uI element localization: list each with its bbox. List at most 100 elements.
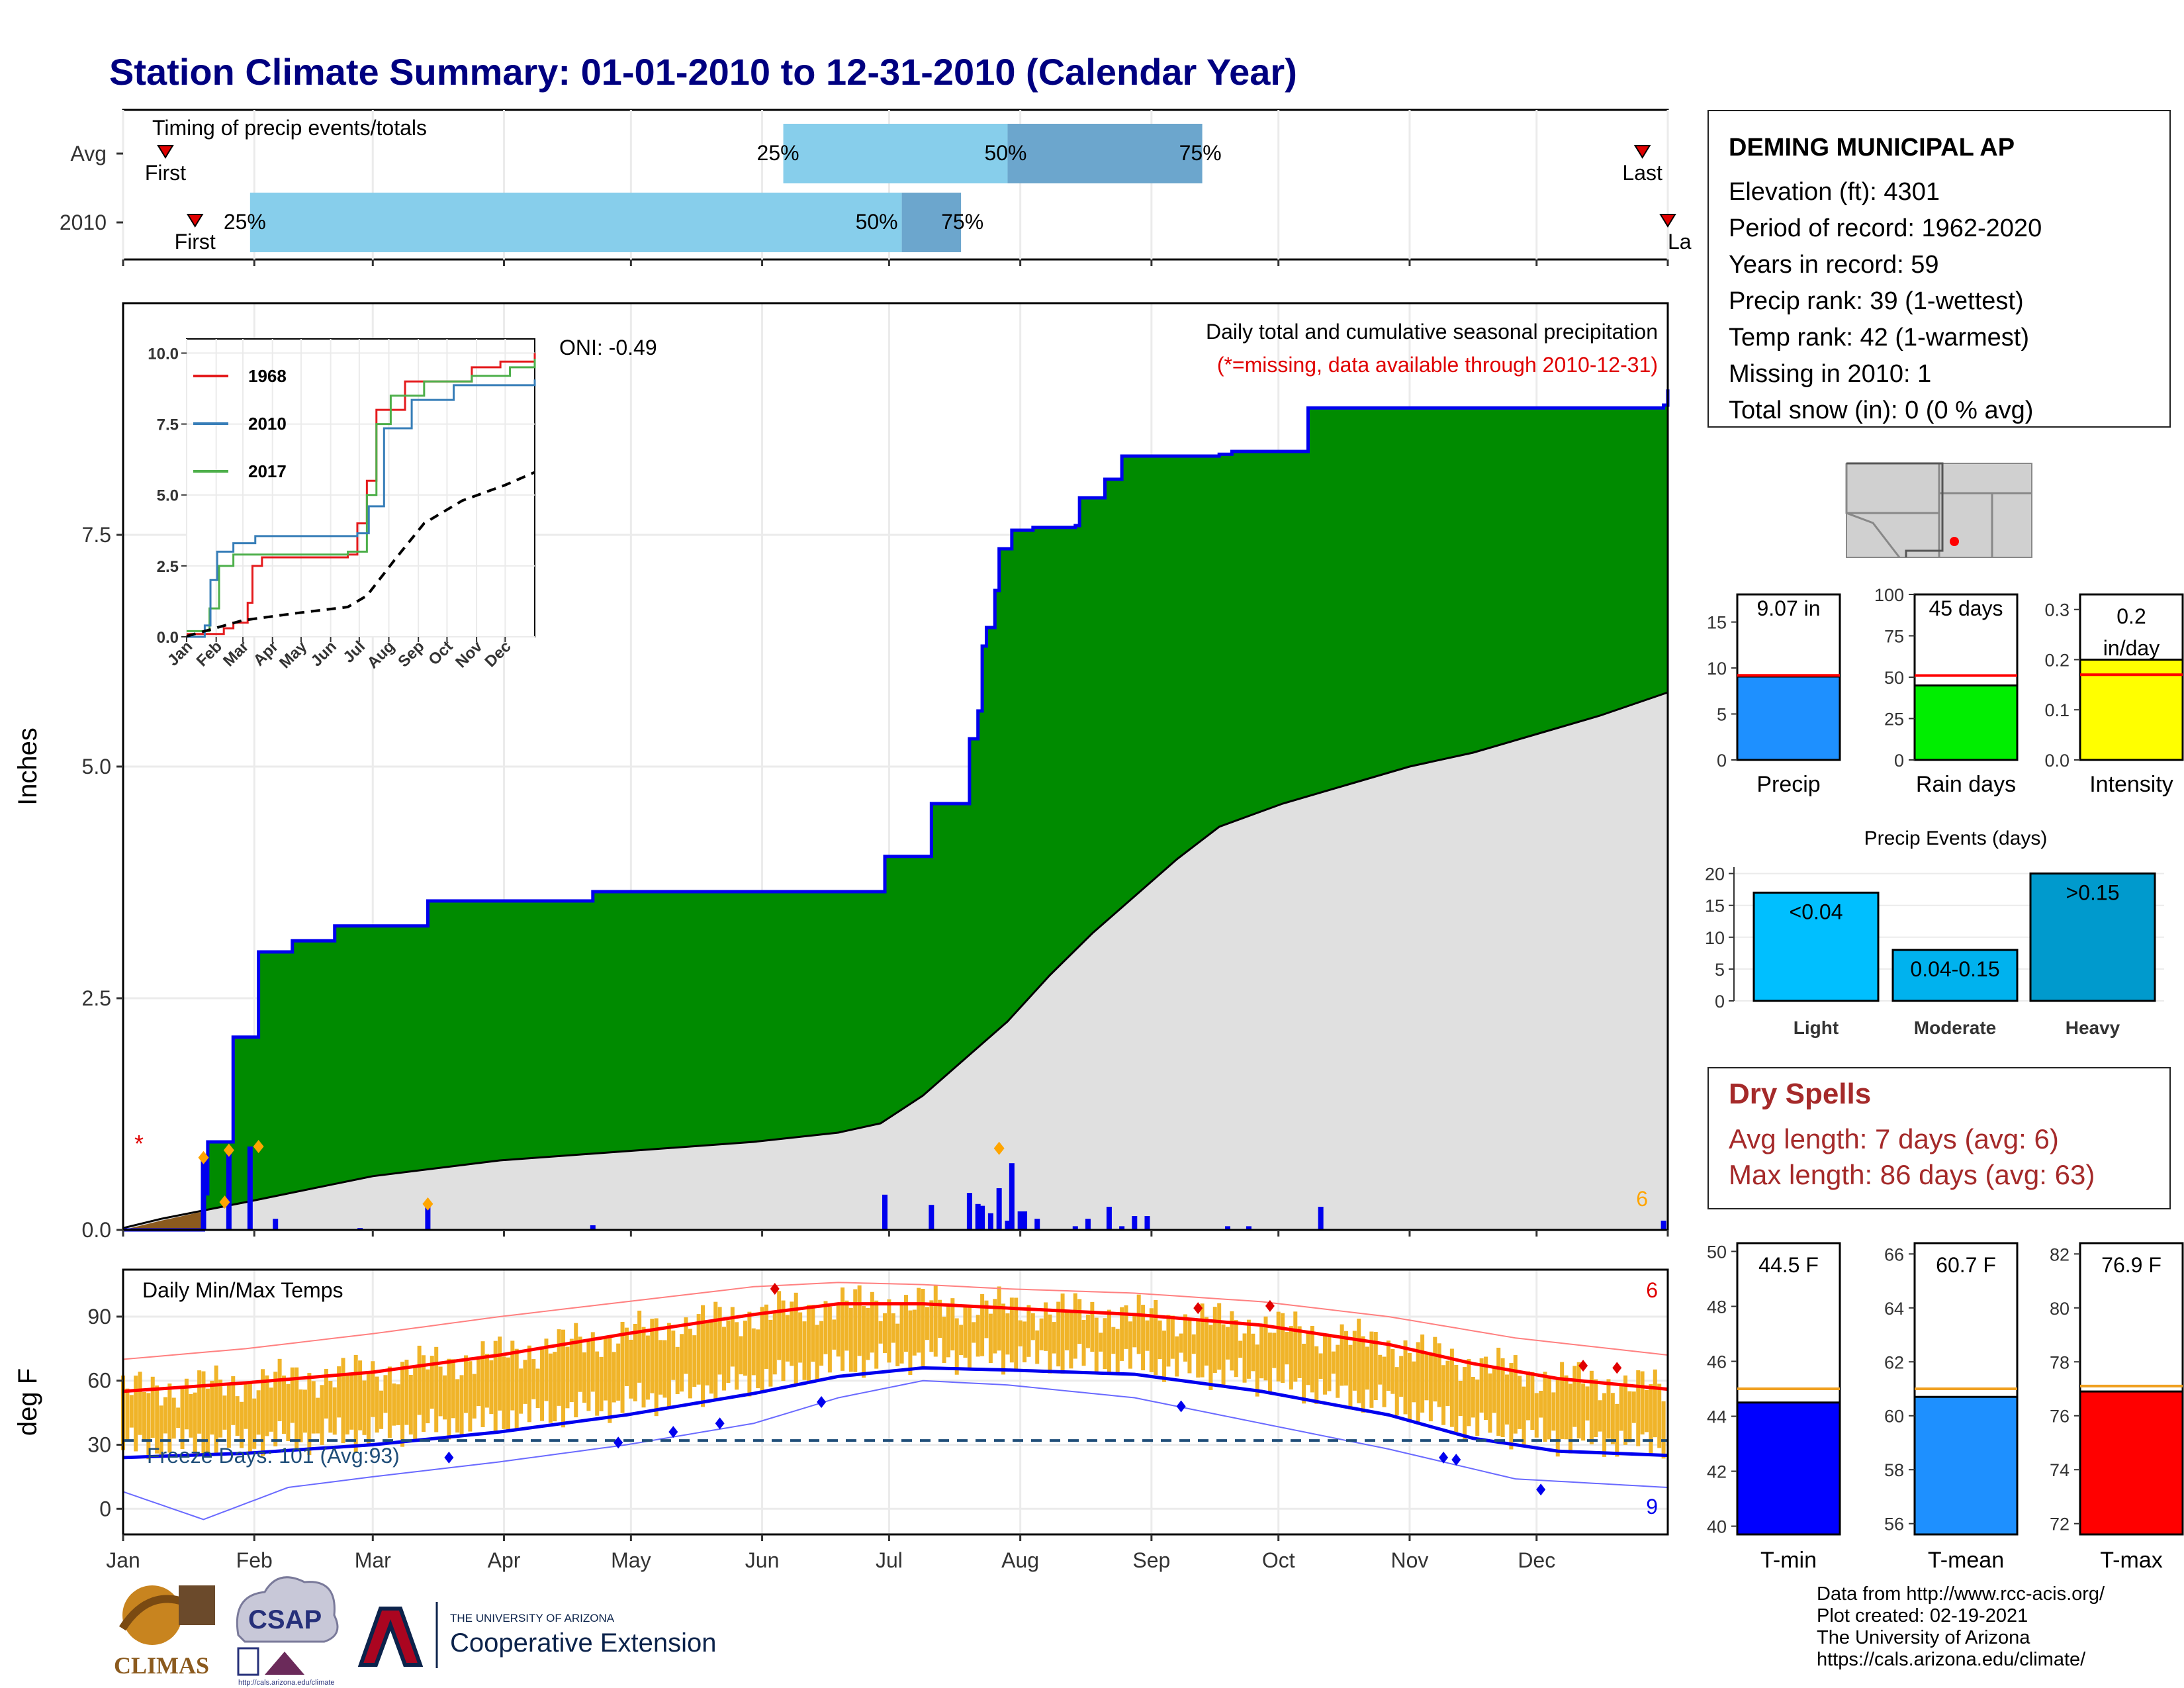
daily-temp-bar (984, 1300, 989, 1338)
daily-temp-bar (1103, 1318, 1107, 1370)
daily-temp-bar (1145, 1320, 1150, 1351)
daily-temp-bar (298, 1389, 303, 1442)
daily-temp-bar (1251, 1333, 1255, 1372)
daily-temp-bar (1132, 1313, 1137, 1348)
daily-temp-bar (231, 1376, 236, 1425)
daily-temp-bar (269, 1387, 273, 1432)
mini-temp-y-tick-label: 62 (1884, 1352, 1904, 1372)
daily-temp-bar (1230, 1311, 1234, 1371)
daily-temp-bar (222, 1395, 227, 1430)
daily-temp-bar (1187, 1320, 1192, 1374)
timing-title: Timing of precip events/totals (152, 116, 427, 140)
daily-temp-bar (1246, 1319, 1251, 1379)
station-info-box: DEMING MUNICIPAL AP Elevation (ft): 4301… (1707, 110, 2171, 428)
daily-temp-bar (379, 1390, 384, 1429)
daily-temp-bar (1623, 1375, 1628, 1445)
daily-temp-bar (387, 1366, 392, 1438)
daily-temp-bar (1653, 1369, 1657, 1438)
daily-temp-bar (662, 1340, 667, 1398)
daily-precip-bar (1009, 1163, 1015, 1230)
daily-temp-bar (659, 1340, 663, 1395)
avg-cumulative-line (122, 691, 1668, 1229)
daily-temp-bar (1428, 1354, 1433, 1422)
daily-temp-bar (717, 1307, 722, 1375)
events-bar (2029, 872, 2156, 1002)
cumulative-precip-line (123, 389, 1670, 1232)
daily-temp-bar (1200, 1303, 1205, 1378)
daily-temp-bar (713, 1301, 718, 1401)
daily-precip-bar (1022, 1211, 1028, 1230)
temp-y-tick-label: 60 (87, 1369, 111, 1393)
daily-temp-bar (637, 1310, 642, 1383)
daily-temp-bar (747, 1311, 752, 1397)
daily-precip-bar (1106, 1207, 1112, 1230)
daily-temp-bar (1657, 1383, 1662, 1448)
mini-temp-bar (1913, 1395, 2019, 1536)
daily-temp-bar (226, 1383, 231, 1448)
daily-temp-bar (1555, 1378, 1560, 1457)
daily-temp-bar (163, 1397, 167, 1434)
daily-temp-bar (1293, 1311, 1298, 1382)
events-bar (1752, 891, 1880, 1002)
daily-temp-bar (404, 1360, 409, 1425)
daily-temp-bar (650, 1319, 655, 1393)
daily-precip-bar (226, 1150, 232, 1230)
timing-q50-label: 50% (984, 141, 1026, 165)
daily-temp-bar (1636, 1370, 1641, 1446)
daily-temp-bar (883, 1313, 887, 1353)
month-tick-label: Mar (355, 1548, 391, 1572)
month-tick-label: Aug (1001, 1548, 1039, 1572)
daily-temp-bar (688, 1329, 692, 1399)
daily-temp-bar (726, 1320, 731, 1383)
daily-temp-bar (1323, 1335, 1328, 1395)
daily-temp-bar (510, 1340, 515, 1411)
daily-temp-bar (722, 1327, 727, 1391)
daily-temp-bar (1640, 1371, 1645, 1434)
record-high-marker (1193, 1302, 1203, 1315)
daily-precip-bar (247, 1147, 253, 1230)
daily-temp-bar (1344, 1331, 1349, 1386)
daily-temp-bar (1221, 1324, 1226, 1385)
daily-temp-bar (866, 1307, 870, 1360)
precip-y-tick-label: 2.5 (82, 986, 111, 1010)
daily-precip-bar (425, 1203, 431, 1230)
month-tick-label: Jun (745, 1548, 780, 1572)
mini-precip-value-label: 45 days (1929, 596, 2003, 620)
daily-temp-bar (853, 1289, 858, 1372)
mini-precip-y-tick-label: 5 (1717, 705, 1727, 725)
daily-precip-bar (1072, 1226, 1078, 1230)
daily-temp-bar (1064, 1311, 1069, 1350)
daily-temp-bar (514, 1348, 519, 1430)
daily-temp-bar (938, 1299, 942, 1338)
mini-temp-value-label: 76.9 F (2101, 1253, 2161, 1277)
mini-precip-y-tick-label: 75 (1884, 627, 1904, 647)
daily-temp-bar (1179, 1333, 1183, 1353)
mini-precip-bar (1913, 684, 2019, 761)
month-tick-label: Apr (488, 1548, 521, 1572)
page-title: Station Climate Summary: 01-01-2010 to 1… (109, 51, 1297, 93)
daily-temp-bar (781, 1300, 786, 1382)
mini-precip-y-tick-label: 0 (1717, 751, 1727, 771)
record-low-marker (1451, 1454, 1461, 1466)
credits-line-2: Plot created: 02-19-2021 (1817, 1605, 2028, 1626)
extreme-event-marker (993, 1141, 1005, 1155)
daily-temp-bar (841, 1287, 845, 1371)
inset-y-tick-label: 10.0 (148, 345, 179, 363)
daily-temp-bar (1568, 1383, 1572, 1454)
daily-temp-bar (244, 1382, 248, 1429)
daily-temp-bar (582, 1352, 587, 1403)
daily-temp-bar (1518, 1376, 1522, 1429)
daily-temp-bar (1208, 1325, 1213, 1390)
daily-temp-bar (1081, 1320, 1086, 1366)
mini-precip-charts: 0 5 10 15 9.07 in Precip 0 25 50 75 100 45 days Rain… (1707, 585, 2184, 797)
daily-temp-bar (1645, 1389, 1649, 1432)
daily-precip-bar (929, 1205, 934, 1230)
daily-temp-bar (426, 1369, 430, 1424)
daily-temp-bar (125, 1388, 130, 1441)
record-low-marker (817, 1396, 827, 1408)
daily-temp-bar (629, 1339, 633, 1399)
daily-temp-bar (1458, 1381, 1463, 1417)
daily-temp-bar (146, 1393, 151, 1460)
daily-temp-bar (1141, 1305, 1146, 1371)
daily-temp-bar (764, 1304, 768, 1369)
